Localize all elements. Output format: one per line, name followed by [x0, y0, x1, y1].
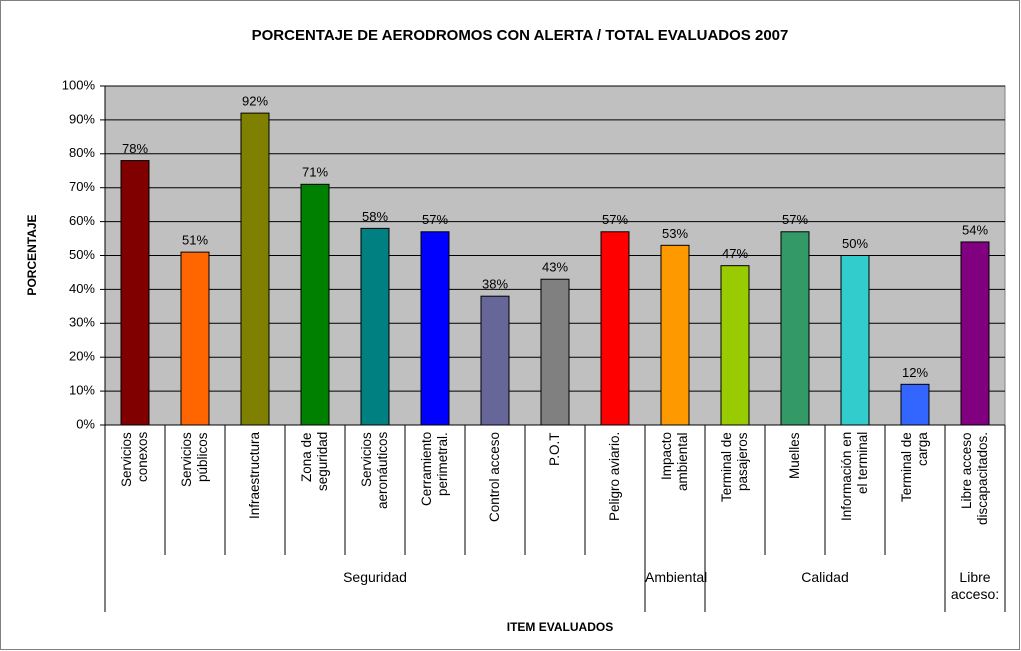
data-label: 47% [722, 246, 748, 261]
x-tick-label: Cerramiento perimetral. [419, 432, 450, 507]
bar [240, 112, 270, 426]
bar [480, 295, 510, 426]
y-axis-title: PORCENTAJE [25, 214, 39, 295]
group-label: Seguridad [343, 569, 407, 585]
y-tick-label: 80% [69, 145, 95, 160]
y-tick-label: 20% [69, 349, 95, 364]
group-label: Libre acceso: [950, 569, 1000, 602]
y-tick-label: 30% [69, 315, 95, 330]
group-label: Ambiental [645, 569, 708, 585]
x-tick-label: Control acceso [487, 432, 502, 523]
x-tick-label: Libre acceso discapacitados. [959, 432, 990, 526]
bar [180, 251, 210, 426]
x-axis-title: ITEM EVALUADOS [507, 620, 613, 634]
x-tick-label: Terminal de pasajeros [719, 432, 750, 502]
x-tick-label: Impacto ambiental [659, 432, 690, 491]
y-tick-label: 40% [69, 281, 95, 296]
y-tick-label: 70% [69, 179, 95, 194]
x-tick-label: P.O.T [547, 432, 562, 466]
y-tick-label: 100% [62, 77, 96, 92]
bar [420, 231, 450, 426]
x-tick-label: Servicios públicos [179, 432, 210, 487]
bar [300, 183, 330, 426]
y-tick-label: 10% [69, 383, 95, 398]
chart-title: PORCENTAJE DE AERODROMOS CON ALERTA / TO… [252, 27, 789, 44]
data-label: 71% [302, 165, 328, 180]
x-tick-label: Servicios aeronáuticos [359, 432, 390, 510]
x-tick-label: Zona de seguridad [299, 432, 330, 492]
x-tick-label: Terminal de carga [899, 432, 930, 502]
y-tick-label: 50% [69, 247, 95, 262]
group-label: Calidad [801, 569, 849, 585]
bar [720, 265, 750, 426]
data-label: 53% [662, 226, 688, 241]
y-tick-label: 90% [69, 111, 95, 126]
data-label: 92% [242, 94, 268, 109]
data-label: 12% [902, 365, 928, 380]
y-tick-label: 60% [69, 213, 95, 228]
data-label: 57% [422, 212, 448, 227]
x-tick-label: Muelles [787, 432, 802, 479]
bar [660, 244, 690, 426]
bar [120, 160, 150, 426]
bar [600, 231, 630, 426]
bar [900, 383, 930, 426]
bar [960, 241, 990, 426]
y-tick-label: 0% [76, 416, 95, 431]
bar [840, 255, 870, 426]
data-label: 38% [482, 277, 508, 292]
bar [780, 231, 810, 426]
x-tick-label: Peligro aviario. [607, 432, 622, 522]
data-label: 58% [362, 209, 388, 224]
data-label: 51% [182, 233, 208, 248]
data-label: 54% [962, 222, 988, 237]
data-label: 57% [782, 212, 808, 227]
data-label: 50% [842, 236, 868, 251]
x-tick-label: Infraestructura [247, 432, 262, 520]
data-label: 57% [602, 212, 628, 227]
bar [360, 227, 390, 426]
bar [540, 278, 570, 426]
x-tick-label: Información en el terminal [839, 432, 870, 522]
data-label: 43% [542, 260, 568, 275]
data-label: 78% [122, 141, 148, 156]
x-tick-label: Servicios conexos [119, 432, 150, 487]
